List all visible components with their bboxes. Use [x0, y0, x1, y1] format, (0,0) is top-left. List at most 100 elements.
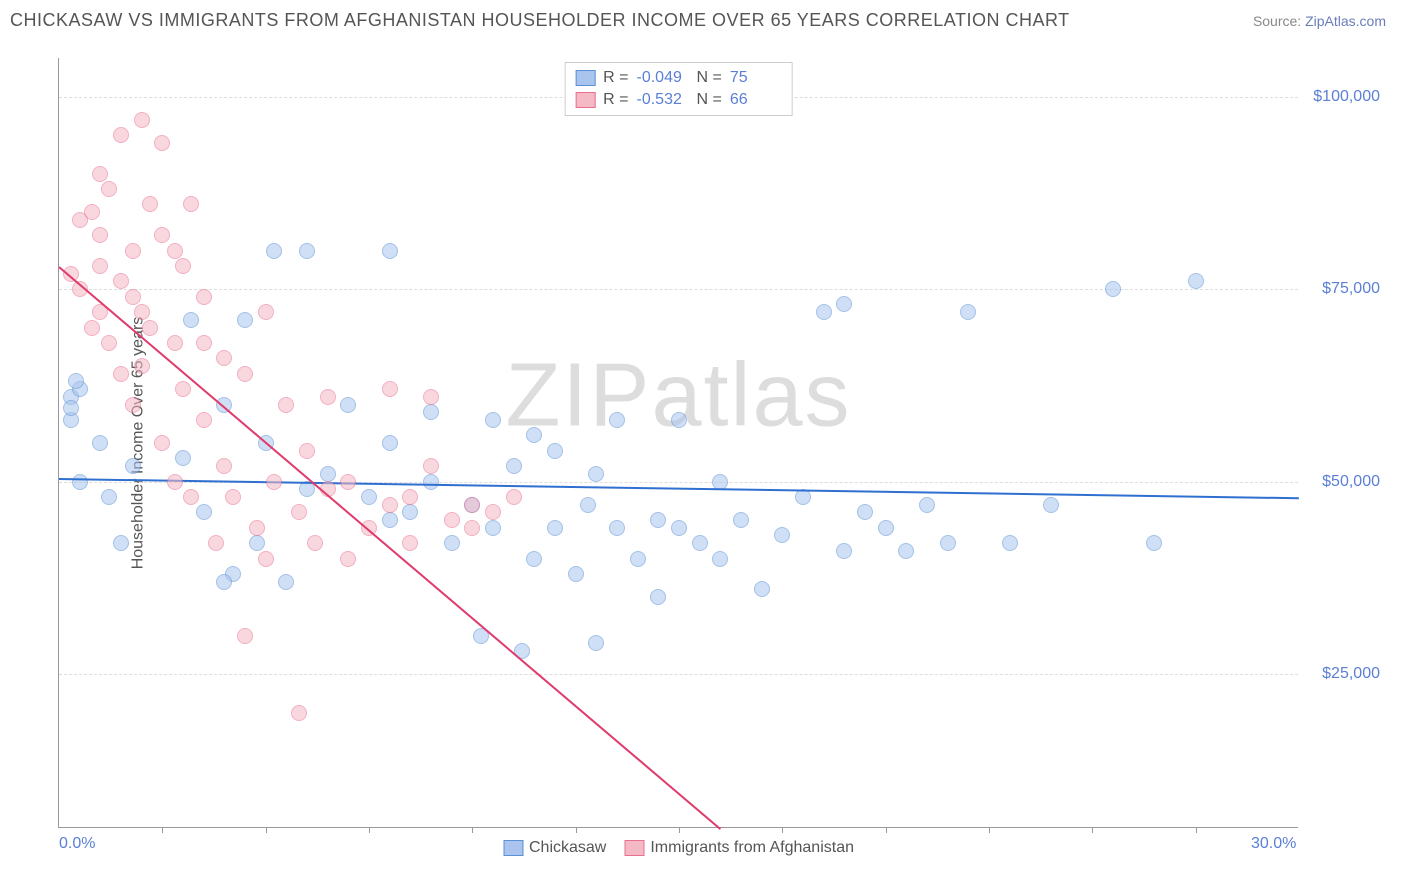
data-point [154, 227, 170, 243]
data-point [320, 466, 336, 482]
data-point [382, 497, 398, 513]
source-link[interactable]: ZipAtlas.com [1305, 13, 1386, 29]
data-point [167, 243, 183, 259]
data-point [196, 335, 212, 351]
data-point [526, 427, 542, 443]
stat-label-n: N = [697, 69, 722, 87]
data-point [84, 204, 100, 220]
data-point [142, 320, 158, 336]
stat-value-r: -0.049 [637, 69, 689, 87]
data-point [291, 705, 307, 721]
data-point [92, 166, 108, 182]
legend-swatch [624, 840, 644, 856]
data-point [754, 581, 770, 597]
data-point [485, 412, 501, 428]
data-point [142, 196, 158, 212]
data-point [196, 504, 212, 520]
data-point [898, 543, 914, 559]
data-point [101, 335, 117, 351]
data-point [258, 304, 274, 320]
data-point [1188, 273, 1204, 289]
source-attribution: Source: ZipAtlas.com [1253, 13, 1386, 29]
data-point [183, 312, 199, 328]
data-point [402, 504, 418, 520]
legend-series: Chickasaw Immigrants from Afghanistan [503, 839, 854, 857]
legend-swatch [575, 92, 595, 108]
x-tick-mark [989, 827, 990, 833]
data-point [382, 512, 398, 528]
data-point [733, 512, 749, 528]
data-point [92, 258, 108, 274]
source-prefix: Source: [1253, 13, 1305, 29]
data-point [423, 404, 439, 420]
data-point [940, 535, 956, 551]
data-point [857, 504, 873, 520]
x-tick-label: 30.0% [1251, 835, 1296, 853]
x-tick-mark [576, 827, 577, 833]
data-point [63, 400, 79, 416]
data-point [423, 389, 439, 405]
data-point [183, 489, 199, 505]
data-point [506, 489, 522, 505]
data-point [167, 474, 183, 490]
chart-container: Householder Income Over 65 years ZIPatla… [48, 48, 1308, 838]
data-point [960, 304, 976, 320]
data-point [134, 358, 150, 374]
stat-label-r: R = [603, 91, 628, 109]
legend-label: Immigrants from Afghanistan [650, 839, 854, 856]
data-point [402, 535, 418, 551]
data-point [402, 489, 418, 505]
data-point [113, 366, 129, 382]
legend-stats-row: R =-0.049N =75 [575, 67, 782, 89]
data-point [361, 489, 377, 505]
x-tick-mark [1196, 827, 1197, 833]
data-point [609, 520, 625, 536]
legend-item: Chickasaw [503, 839, 606, 857]
data-point [216, 350, 232, 366]
data-point [237, 366, 253, 382]
watermark: ZIPatlas [505, 345, 851, 448]
data-point [568, 566, 584, 582]
data-point [444, 512, 460, 528]
data-point [92, 227, 108, 243]
y-tick-label: $100,000 [1304, 88, 1380, 106]
data-point [175, 450, 191, 466]
data-point [196, 289, 212, 305]
data-point [125, 289, 141, 305]
data-point [878, 520, 894, 536]
stat-value-n: 75 [730, 69, 782, 87]
data-point [237, 628, 253, 644]
y-tick-label: $25,000 [1304, 665, 1380, 683]
data-point [650, 512, 666, 528]
data-point [72, 474, 88, 490]
data-point [816, 304, 832, 320]
data-point [1146, 535, 1162, 551]
data-point [92, 435, 108, 451]
data-point [444, 535, 460, 551]
data-point [125, 243, 141, 259]
data-point [113, 127, 129, 143]
data-point [382, 381, 398, 397]
data-point [485, 504, 501, 520]
data-point [258, 551, 274, 567]
data-point [84, 320, 100, 336]
data-point [547, 443, 563, 459]
data-point [547, 520, 563, 536]
data-point [249, 520, 265, 536]
legend-swatch [503, 840, 523, 856]
data-point [237, 312, 253, 328]
data-point [1043, 497, 1059, 513]
data-point [113, 535, 129, 551]
data-point [320, 389, 336, 405]
data-point [125, 397, 141, 413]
x-tick-mark [162, 827, 163, 833]
x-tick-mark [782, 827, 783, 833]
data-point [464, 520, 480, 536]
data-point [134, 112, 150, 128]
data-point [134, 304, 150, 320]
data-point [588, 635, 604, 651]
legend-stats: R =-0.049N =75R =-0.532N =66 [564, 62, 793, 116]
x-tick-mark [1092, 827, 1093, 833]
data-point [382, 243, 398, 259]
data-point [485, 520, 501, 536]
